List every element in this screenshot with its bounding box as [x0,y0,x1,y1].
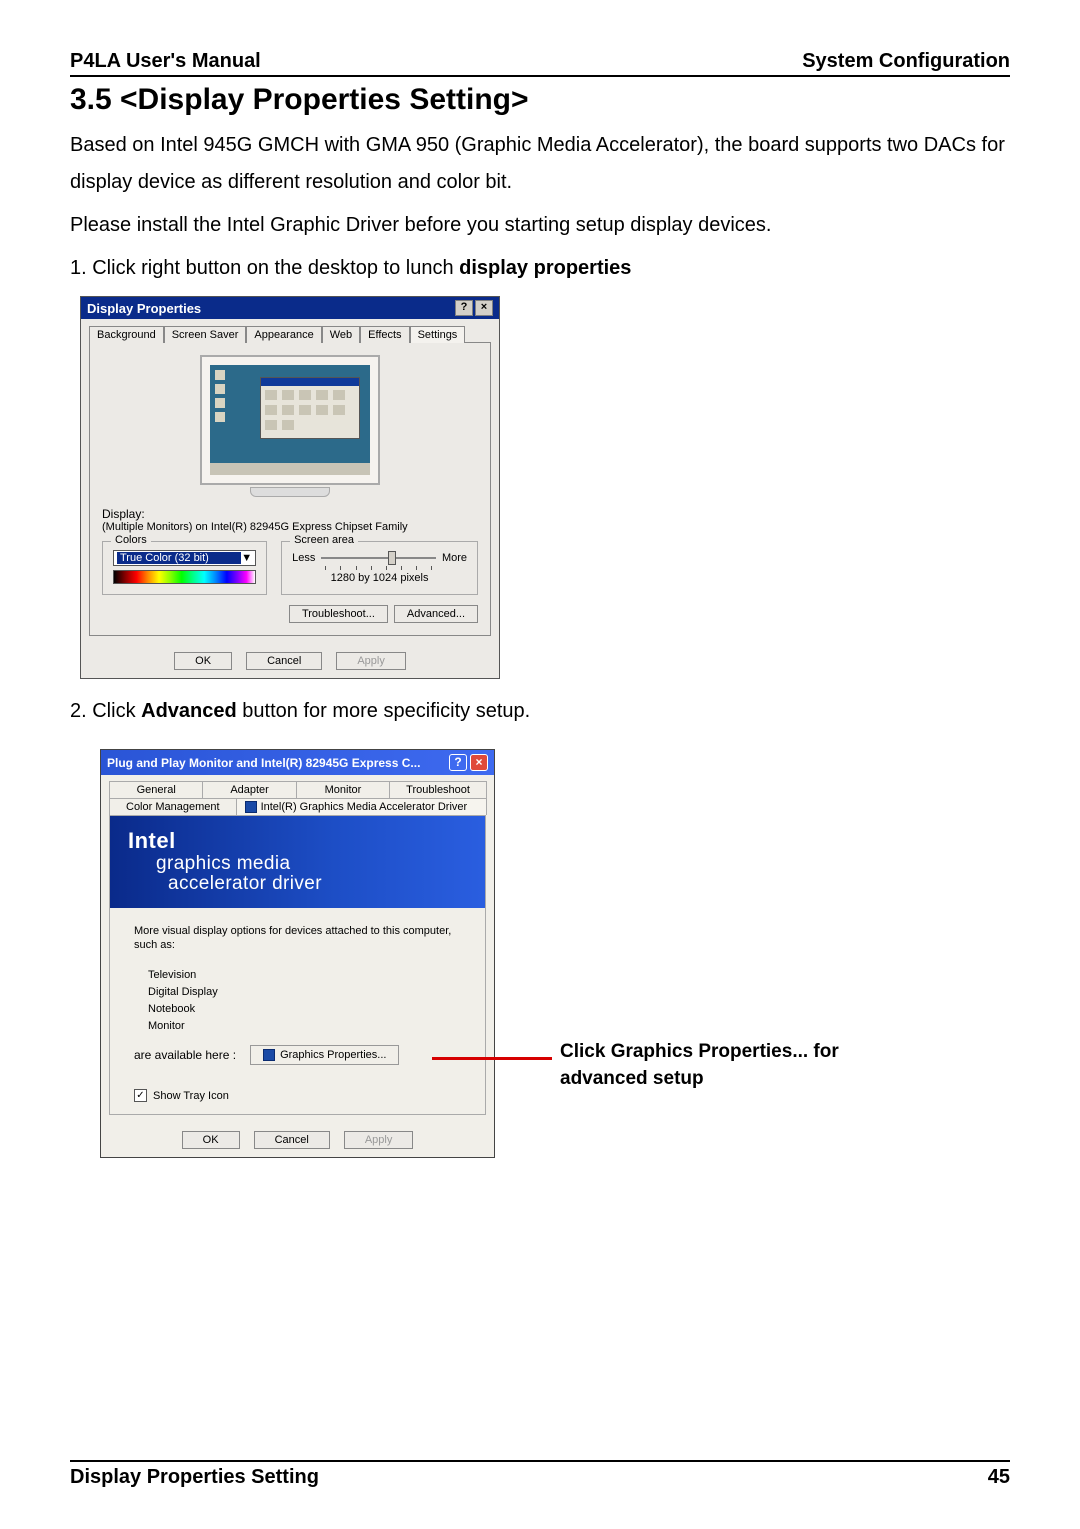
step2-bold: Advanced [141,700,237,722]
gp-button-label: Graphics Properties... [280,1049,386,1061]
footer-page-number: 45 [988,1466,1010,1489]
page-header: P4LA User's Manual System Configuration [70,50,1010,77]
footer-left: Display Properties Setting [70,1466,319,1489]
callout-text: Click Graphics Properties... for advance… [560,1039,910,1092]
troubleshoot-button[interactable]: Troubleshoot... [289,605,388,623]
intel-tab-pane: Intel graphics media accelerator driver … [109,815,486,1115]
color-depth-select[interactable]: True Color (32 bit) ▼ [113,550,256,566]
graphics-properties-button[interactable]: Graphics Properties... [250,1045,399,1065]
section-title: 3.5 <Display Properties Setting> [70,83,1010,117]
slider-less-label: Less [292,552,315,564]
ok-button[interactable]: OK [174,652,232,670]
titlebar: Plug and Play Monitor and Intel(R) 82945… [101,750,494,775]
intel-banner: Intel graphics media accelerator driver [110,816,485,908]
colors-legend: Colors [111,534,151,546]
tab-screen-saver[interactable]: Screen Saver [164,326,247,343]
slider-more-label: More [442,552,467,564]
apply-button[interactable]: Apply [344,1131,414,1149]
monitor-preview [190,355,390,497]
tab-intel-driver[interactable]: Intel(R) Graphics Media Accelerator Driv… [236,798,487,815]
tab-monitor[interactable]: Monitor [296,781,390,798]
device-item: Digital Display [148,986,461,998]
tab-color-management[interactable]: Color Management [109,798,237,815]
dialog-footer: OK Cancel Apply [81,644,499,678]
step1-bold: display properties [459,257,631,279]
tab-adapter[interactable]: Adapter [202,781,296,798]
chevron-down-icon: ▼ [241,552,252,564]
screen-area-legend: Screen area [290,534,358,546]
paragraph-2: Please install the Intel Graphic Driver … [70,207,1010,244]
tab-settings[interactable]: Settings [410,326,466,343]
window-buttons: ? × [455,300,493,316]
step2-prefix: 2. Click [70,700,141,722]
device-list: Television Digital Display Notebook Monitor [134,962,461,1043]
display-properties-dialog: Display Properties ? × BackgroundScreen … [80,296,500,679]
settings-tab-pane: Display: (Multiple Monitors) on Intel(R)… [89,342,491,636]
step2-suffix: button for more specificity setup. [237,700,530,722]
advanced-button[interactable]: Advanced... [394,605,478,623]
close-button[interactable]: × [475,300,493,316]
help-button[interactable]: ? [449,754,467,771]
display-label: Display: [102,507,478,521]
step1-text: 1. Click right button on the desktop to … [70,257,459,279]
color-rainbow [113,570,256,584]
tab-effects[interactable]: Effects [360,326,409,343]
display-description: (Multiple Monitors) on Intel(R) 82945G E… [102,521,478,533]
intel-sub2: accelerator driver [128,874,467,894]
tabstrip-row2: Color Management Intel(R) Graphics Media… [101,798,494,815]
device-item: Monitor [148,1020,461,1032]
advanced-properties-dialog: Plug and Play Monitor and Intel(R) 82945… [100,749,495,1158]
color-value: True Color (32 bit) [117,552,241,564]
cancel-button[interactable]: Cancel [254,1131,330,1149]
intel-sub1: graphics media [128,854,467,874]
dialog-title: Display Properties [87,301,201,316]
dialog-title: Plug and Play Monitor and Intel(R) 82945… [107,756,420,770]
titlebar: Display Properties ? × [81,297,499,319]
close-button[interactable]: × [470,754,488,771]
header-right: System Configuration [802,50,1010,73]
dialog-footer: OK Cancel Apply [101,1123,494,1157]
header-left: P4LA User's Manual [70,50,261,73]
show-tray-label: Show Tray Icon [153,1090,229,1102]
screen-area-fieldset: Screen area Less More 1280 by 1024 pixel… [281,541,478,595]
resolution-value: 1280 by 1024 pixels [292,572,467,584]
window-buttons: ? × [449,754,488,771]
tabstrip: GeneralAdapterMonitorTroubleshoot [101,775,494,798]
tab-general[interactable]: General [109,781,203,798]
intel-icon [245,801,257,813]
colors-fieldset: Colors True Color (32 bit) ▼ [102,541,267,595]
tabstrip: BackgroundScreen SaverAppearanceWebEffec… [81,319,499,342]
paragraph-1: Based on Intel 945G GMCH with GMA 950 (G… [70,127,1010,201]
available-here-label: are available here : [134,1048,236,1062]
apply-button[interactable]: Apply [336,652,406,670]
resolution-slider[interactable] [321,550,436,566]
intel-icon [263,1049,275,1061]
cancel-button[interactable]: Cancel [246,652,322,670]
device-item: Television [148,969,461,981]
device-item: Notebook [148,1003,461,1015]
tab-appearance[interactable]: Appearance [246,326,321,343]
step-2: 2. Click Advanced button for more specif… [70,693,1010,729]
help-button[interactable]: ? [455,300,473,316]
page-footer: Display Properties Setting 45 [70,1462,1010,1489]
callout-arrow [432,1057,552,1060]
tab-background[interactable]: Background [89,326,164,343]
step-1: 1. Click right button on the desktop to … [70,250,1010,286]
tab-intel-label: Intel(R) Graphics Media Accelerator Driv… [261,801,468,813]
show-tray-checkbox[interactable]: ✓ [134,1089,147,1102]
ok-button[interactable]: OK [182,1131,240,1149]
tab-troubleshoot[interactable]: Troubleshoot [389,781,487,798]
intel-brand: Intel [128,828,467,854]
intel-body-text: More visual display options for devices … [134,924,461,953]
tab-web[interactable]: Web [322,326,360,343]
